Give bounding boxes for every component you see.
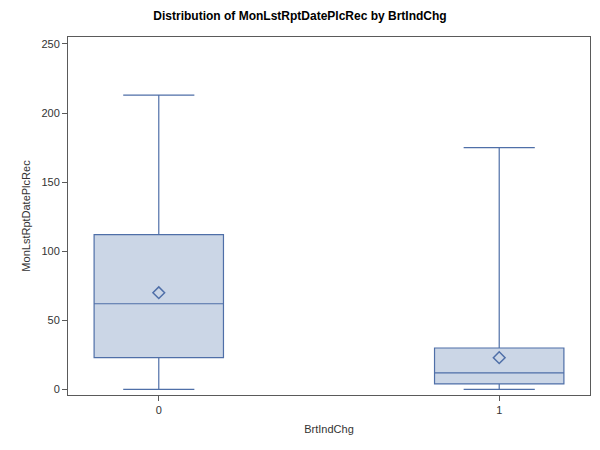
svg-text:Distribution of MonLstRptDateP: Distribution of MonLstRptDatePlcRec by B… bbox=[153, 9, 446, 23]
svg-text:150: 150 bbox=[41, 176, 59, 188]
svg-text:100: 100 bbox=[41, 245, 59, 257]
svg-text:0: 0 bbox=[156, 404, 162, 416]
svg-text:MonLstRptDatePlcRec: MonLstRptDatePlcRec bbox=[20, 160, 32, 272]
svg-text:200: 200 bbox=[41, 107, 59, 119]
svg-text:50: 50 bbox=[48, 314, 60, 326]
svg-text:250: 250 bbox=[41, 38, 59, 50]
svg-text:BrtIndChg: BrtIndChg bbox=[304, 423, 354, 435]
svg-text:0: 0 bbox=[54, 383, 60, 395]
svg-text:1: 1 bbox=[496, 404, 502, 416]
